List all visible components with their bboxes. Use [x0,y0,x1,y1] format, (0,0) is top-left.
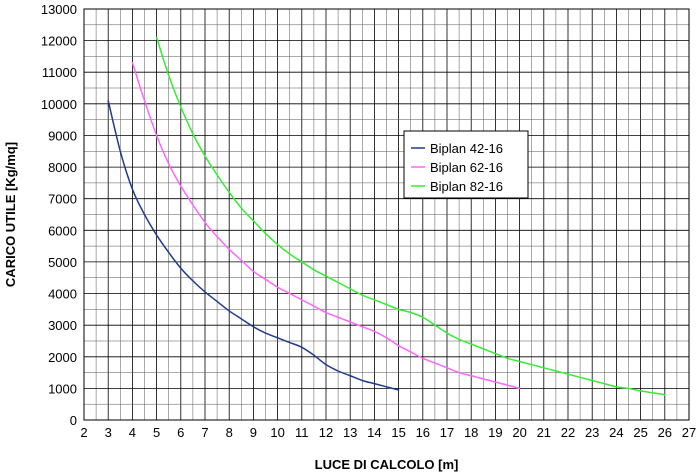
y-tick-label: 13000 [41,2,77,17]
x-tick-label: 19 [488,425,502,440]
x-tick-label: 11 [295,425,309,440]
x-tick-label: 9 [250,425,257,440]
x-tick-label: 4 [129,425,136,440]
x-tick-label: 7 [201,425,208,440]
x-tick-label: 23 [585,425,599,440]
legend-label: Biplan 62-16 [430,160,503,175]
x-tick-label: 8 [226,425,233,440]
x-tick-label: 3 [105,425,112,440]
y-tick-label: 2000 [48,350,77,365]
x-tick-label: 5 [153,425,160,440]
legend-label: Biplan 42-16 [430,141,503,156]
x-tick-label: 2 [80,425,87,440]
y-tick-label: 8000 [48,160,77,175]
x-tick-label: 15 [391,425,405,440]
x-tick-label: 10 [270,425,284,440]
legend-label: Biplan 82-16 [430,179,503,194]
legend-box [403,130,529,199]
series-line-3 [155,36,666,396]
x-tick-label: 25 [633,425,647,440]
x-tick-label: 21 [537,425,551,440]
y-tick-label: 12000 [41,34,77,49]
x-tick-label: 26 [658,425,672,440]
grid [83,8,690,421]
legend: Biplan 42-16 Biplan 62-16 Biplan 82-16 [403,130,529,199]
x-tick-label: 14 [367,425,381,440]
plot-frame [83,8,690,421]
y-tick-label: 7000 [48,192,77,207]
y-tick-label: 4000 [48,287,77,302]
x-tick-label: 24 [609,425,623,440]
series-lines [107,36,666,396]
y-tick-label: 6000 [48,223,77,238]
y-tick-label: 1000 [48,381,77,396]
series-line-2 [131,62,521,390]
y-tick-label: 10000 [41,97,77,112]
x-tick-label: 12 [319,425,333,440]
x-tick-label: 22 [561,425,575,440]
y-tick-label: 11000 [42,65,77,80]
x-tick-label: 18 [464,425,478,440]
tick-labels: 2 3 4 5 6 7 8 9 10 11 12 13 14 15 16 17 18 19 20 21 22 23 24 25… [41,2,696,440]
y-tick-label: 9000 [48,129,77,144]
x-tick-label: 17 [440,425,454,440]
y-tick-label: 0 [70,413,77,428]
y-tick-label: 3000 [48,318,77,333]
y-tick-label: 5000 [48,255,77,270]
x-tick-label: 20 [512,425,526,440]
x-tick-label: 16 [416,425,430,440]
x-axis-title: LUCE DI CALCOLO [m] [315,457,459,472]
x-tick-label: 13 [343,425,357,440]
x-tick-label: 6 [177,425,184,440]
x-tick-label: 27 [682,425,696,440]
series-line-1 [107,99,400,391]
y-axis-title: CARICO UTILE [Kg/mq] [3,142,18,287]
